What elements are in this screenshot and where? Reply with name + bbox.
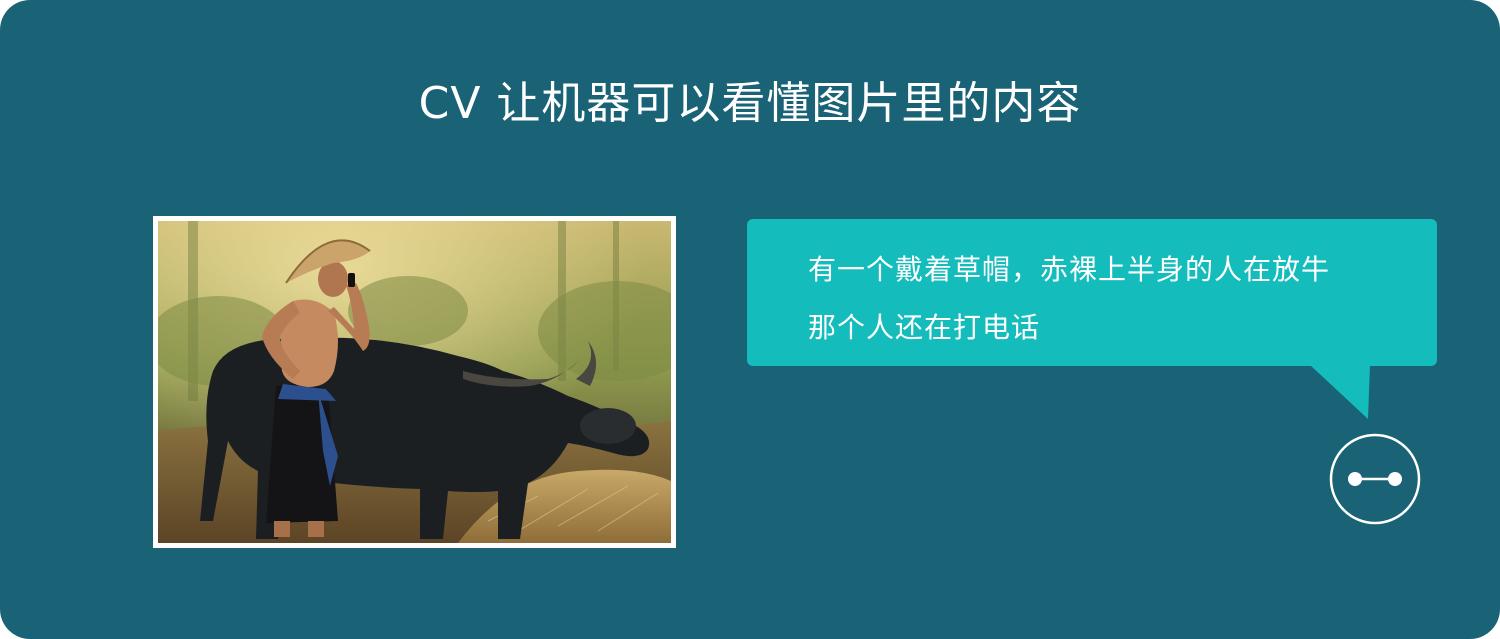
- caption-line-2: 那个人还在打电话: [808, 311, 1041, 344]
- caption-line-1: 有一个戴着草帽，赤裸上半身的人在放牛: [808, 253, 1331, 286]
- robot-face-icon: [1329, 433, 1421, 525]
- farmer-buffalo-photo: [158, 221, 671, 543]
- page-title: CV 让机器可以看懂图片里的内容: [418, 78, 1082, 129]
- bubble-tail: [1310, 365, 1370, 419]
- caption-bubble: 有一个戴着草帽，赤裸上半身的人在放牛 那个人还在打电话: [747, 219, 1437, 366]
- photo-frame: [153, 216, 676, 548]
